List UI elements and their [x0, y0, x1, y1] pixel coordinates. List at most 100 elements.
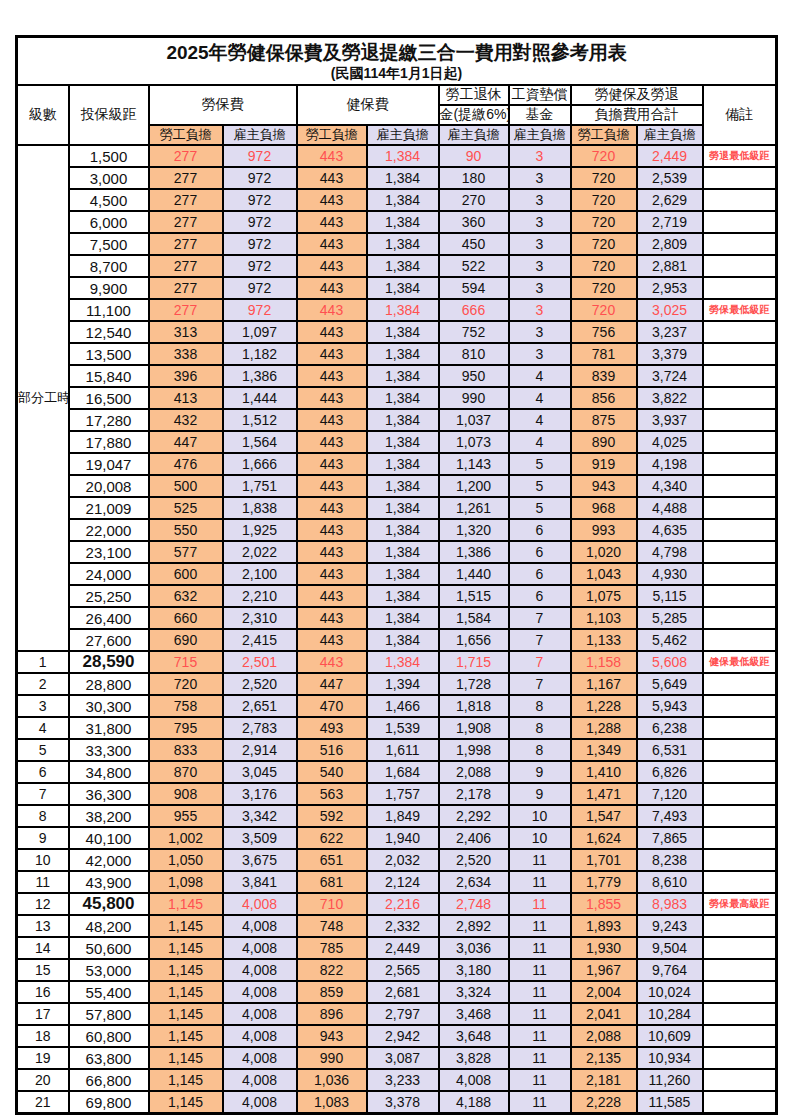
- total-employer-cell: 3,237: [637, 321, 703, 343]
- table-row: 128,5907152,5014431,3841,71571,1585,608健…: [17, 651, 777, 673]
- pension-employer-cell: 1,998: [439, 739, 509, 761]
- pension-employer-cell: 1,037: [439, 409, 509, 431]
- total-worker-cell: 1,410: [571, 761, 637, 783]
- health-worker-cell: 443: [297, 453, 367, 475]
- level-cell: 20: [17, 1069, 69, 1091]
- table-body: 部分工時1,5002779724431,3849037202,449勞退最低級距…: [17, 145, 777, 1114]
- labor-worker-cell: 1,145: [149, 981, 223, 1003]
- health-worker-cell: 443: [297, 233, 367, 255]
- header-health-fee: 健保費: [297, 85, 439, 125]
- header-wage-fund-top: 工資墊償: [509, 85, 571, 105]
- remark-cell: [703, 827, 777, 849]
- health-worker-cell: 651: [297, 849, 367, 871]
- remark-cell: [703, 849, 777, 871]
- table-row: 26,4006602,3104431,3841,58471,1035,285: [17, 607, 777, 629]
- health-employer-cell: 1,384: [367, 585, 439, 607]
- labor-employer-cell: 3,176: [223, 783, 297, 805]
- wage-fund-employer-cell: 4: [509, 431, 571, 453]
- pension-employer-cell: 594: [439, 277, 509, 299]
- health-employer-cell: 1,384: [367, 629, 439, 651]
- table-row: 12,5403131,0974431,38475237563,237: [17, 321, 777, 343]
- level-cell: 19: [17, 1047, 69, 1069]
- total-employer-cell: 6,238: [637, 717, 703, 739]
- total-employer-cell: 9,764: [637, 959, 703, 981]
- remark-cell: [703, 959, 777, 981]
- labor-employer-cell: 1,564: [223, 431, 297, 453]
- labor-worker-cell: 660: [149, 607, 223, 629]
- total-employer-cell: 3,379: [637, 343, 703, 365]
- health-employer-cell: 1,384: [367, 145, 439, 167]
- bracket-cell: 8,700: [69, 255, 149, 277]
- level-cell: 12: [17, 893, 69, 915]
- total-employer-cell: 4,198: [637, 453, 703, 475]
- total-employer-cell: 2,629: [637, 189, 703, 211]
- wage-fund-employer-cell: 4: [509, 365, 571, 387]
- total-employer-cell: 10,024: [637, 981, 703, 1003]
- labor-worker-cell: 277: [149, 255, 223, 277]
- subheader-total-worker: 勞工負擔: [571, 125, 637, 145]
- pension-employer-cell: 3,468: [439, 1003, 509, 1025]
- labor-worker-cell: 313: [149, 321, 223, 343]
- labor-worker-cell: 870: [149, 761, 223, 783]
- labor-employer-cell: 4,008: [223, 1003, 297, 1025]
- labor-employer-cell: 972: [223, 145, 297, 167]
- health-employer-cell: 1,384: [367, 255, 439, 277]
- labor-employer-cell: 3,841: [223, 871, 297, 893]
- pension-employer-cell: 3,324: [439, 981, 509, 1003]
- table-row: 431,8007952,7834931,5391,90881,2886,238: [17, 717, 777, 739]
- labor-worker-cell: 1,145: [149, 1047, 223, 1069]
- pension-employer-cell: 1,715: [439, 651, 509, 673]
- health-worker-cell: 443: [297, 607, 367, 629]
- bracket-cell: 24,000: [69, 563, 149, 585]
- wage-fund-employer-cell: 4: [509, 409, 571, 431]
- level-cell: 7: [17, 783, 69, 805]
- wage-fund-employer-cell: 8: [509, 739, 571, 761]
- bracket-cell: 16,500: [69, 387, 149, 409]
- total-worker-cell: 1,893: [571, 915, 637, 937]
- remark-cell: [703, 695, 777, 717]
- total-employer-cell: 5,943: [637, 695, 703, 717]
- total-worker-cell: 720: [571, 233, 637, 255]
- remark-cell: [703, 233, 777, 255]
- table-row: 23,1005772,0224431,3841,38661,0204,798: [17, 541, 777, 563]
- remark-cell: [703, 541, 777, 563]
- table-row: 25,2506322,2104431,3841,51561,0755,115: [17, 585, 777, 607]
- labor-worker-cell: 1,145: [149, 937, 223, 959]
- total-worker-cell: 720: [571, 255, 637, 277]
- labor-worker-cell: 277: [149, 299, 223, 321]
- labor-employer-cell: 2,783: [223, 717, 297, 739]
- labor-employer-cell: 1,386: [223, 365, 297, 387]
- table-row: 1655,4001,1454,0088592,6813,324112,00410…: [17, 981, 777, 1003]
- total-worker-cell: 756: [571, 321, 637, 343]
- pension-employer-cell: 1,143: [439, 453, 509, 475]
- health-employer-cell: 1,384: [367, 277, 439, 299]
- remark-cell: [703, 981, 777, 1003]
- health-worker-cell: 785: [297, 937, 367, 959]
- bracket-cell: 3,000: [69, 167, 149, 189]
- pension-employer-cell: 3,036: [439, 937, 509, 959]
- remark-cell: [703, 871, 777, 893]
- labor-worker-cell: 758: [149, 695, 223, 717]
- table-row: 24,0006002,1004431,3841,44061,0434,930: [17, 563, 777, 585]
- part-time-merged-cell: 部分工時: [17, 145, 69, 651]
- subheader-total-employer: 雇主負擔: [637, 125, 703, 145]
- health-employer-cell: 1,849: [367, 805, 439, 827]
- table-row: 21,0095251,8384431,3841,26159684,488: [17, 497, 777, 519]
- labor-worker-cell: 1,145: [149, 1003, 223, 1025]
- level-cell: 1: [17, 651, 69, 673]
- wage-fund-employer-cell: 11: [509, 871, 571, 893]
- pension-employer-cell: 666: [439, 299, 509, 321]
- table-row: 1553,0001,1454,0088222,5653,180111,9679,…: [17, 959, 777, 981]
- pension-employer-cell: 950: [439, 365, 509, 387]
- remark-cell: [703, 497, 777, 519]
- remark-cell: 勞退最低級距: [703, 145, 777, 167]
- labor-worker-cell: 632: [149, 585, 223, 607]
- wage-fund-employer-cell: 11: [509, 1047, 571, 1069]
- wage-fund-employer-cell: 11: [509, 959, 571, 981]
- health-employer-cell: 1,384: [367, 607, 439, 629]
- pension-employer-cell: 1,386: [439, 541, 509, 563]
- table-row: 1348,2001,1454,0087482,3322,892111,8939,…: [17, 915, 777, 937]
- bracket-cell: 19,047: [69, 453, 149, 475]
- health-employer-cell: 1,384: [367, 563, 439, 585]
- labor-worker-cell: 1,145: [149, 1025, 223, 1047]
